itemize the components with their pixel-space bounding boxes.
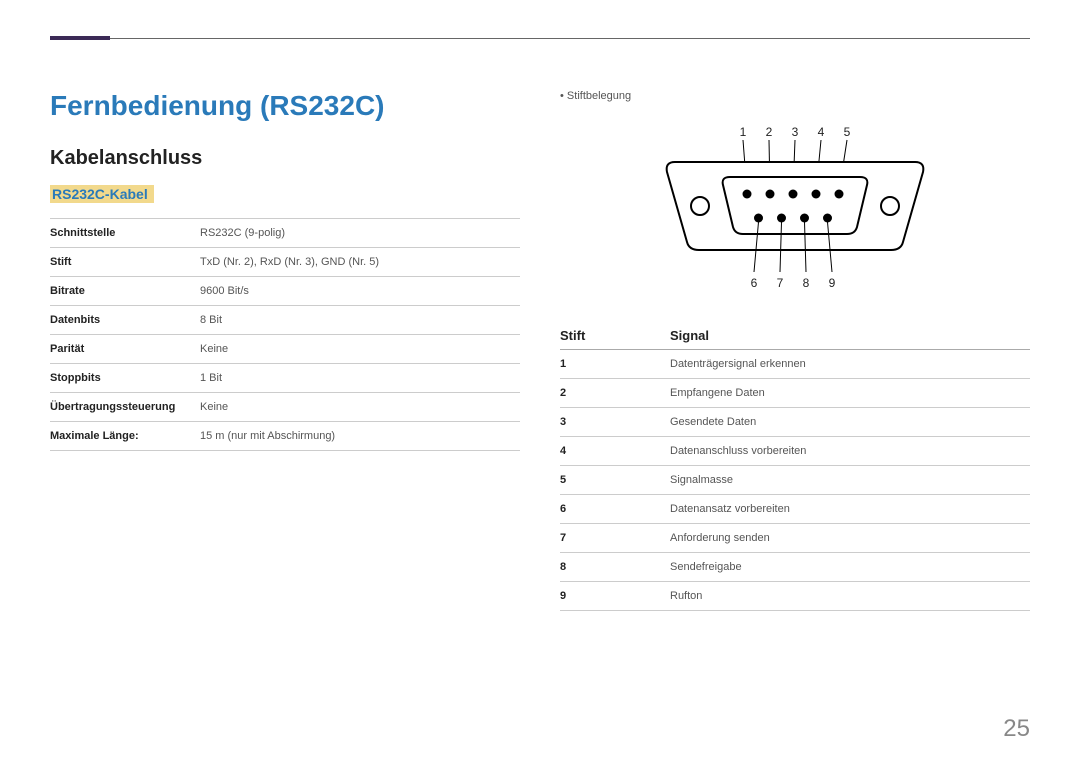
spec-label: Parität: [50, 335, 200, 364]
svg-text:5: 5: [844, 125, 851, 139]
page-title: Fernbedienung (RS232C): [50, 90, 520, 122]
svg-text:6: 6: [751, 276, 758, 290]
header-rule: [50, 38, 1030, 39]
svg-text:2: 2: [766, 125, 773, 139]
pin-number: 6: [560, 495, 670, 524]
left-column: Fernbedienung (RS232C) Kabelanschluss RS…: [50, 90, 520, 611]
table-row: Datenbits8 Bit: [50, 306, 520, 335]
db9-connector-svg: 1 2 3 4 5 6 7 8 9: [645, 122, 945, 292]
spec-label: Übertragungssteuerung: [50, 393, 200, 422]
table-row: ParitätKeine: [50, 335, 520, 364]
svg-text:1: 1: [740, 125, 747, 139]
pin-number: 5: [560, 466, 670, 495]
pin-number: 4: [560, 437, 670, 466]
table-row: ÜbertragungssteuerungKeine: [50, 393, 520, 422]
table-row: 4Datenanschluss vorbereiten: [560, 437, 1030, 466]
table-row: Bitrate9600 Bit/s: [50, 277, 520, 306]
table-row: 3Gesendete Daten: [560, 408, 1030, 437]
svg-text:8: 8: [803, 276, 810, 290]
pin-signal: Datenträgersignal erkennen: [670, 350, 1030, 379]
pin-number: 3: [560, 408, 670, 437]
connector-diagram: 1 2 3 4 5 6 7 8 9: [560, 122, 1030, 297]
spec-value: Keine: [200, 393, 520, 422]
pin-signal: Rufton: [670, 582, 1030, 611]
spec-label: Stift: [50, 248, 200, 277]
pin-signal: Empfangene Daten: [670, 379, 1030, 408]
pin-signal: Datenanschluss vorbereiten: [670, 437, 1030, 466]
spec-value: 9600 Bit/s: [200, 277, 520, 306]
table-row: 9Rufton: [560, 582, 1030, 611]
svg-text:3: 3: [792, 125, 799, 139]
table-row: 1Datenträgersignal erkennen: [560, 350, 1030, 379]
section-heading: Kabelanschluss: [50, 147, 520, 170]
pin-signal: Sendefreigabe: [670, 553, 1030, 582]
spec-label: Bitrate: [50, 277, 200, 306]
pin-table: Stift Signal 1Datenträgersignal erkennen…: [560, 322, 1030, 611]
table-row: 7Anforderung senden: [560, 524, 1030, 553]
pin-header-pin: Stift: [560, 322, 670, 350]
pin-signal: Signalmasse: [670, 466, 1030, 495]
pin-number: 1: [560, 350, 670, 379]
spec-label: Schnittstelle: [50, 219, 200, 248]
svg-text:4: 4: [818, 125, 825, 139]
spec-table: SchnittstelleRS232C (9-polig)StiftTxD (N…: [50, 218, 520, 451]
table-row: Maximale Länge:15 m (nur mit Abschirmung…: [50, 422, 520, 451]
table-row: StiftTxD (Nr. 2), RxD (Nr. 3), GND (Nr. …: [50, 248, 520, 277]
table-row: Stoppbits1 Bit: [50, 364, 520, 393]
table-row: 2Empfangene Daten: [560, 379, 1030, 408]
right-column: Stiftbelegung 12345: [560, 90, 1030, 611]
spec-value: RS232C (9-polig): [200, 219, 520, 248]
spec-value: 1 Bit: [200, 364, 520, 393]
svg-text:9: 9: [829, 276, 836, 290]
pin-signal: Datenansatz vorbereiten: [670, 495, 1030, 524]
pin-number: 9: [560, 582, 670, 611]
pin-signal: Anforderung senden: [670, 524, 1030, 553]
spec-value: TxD (Nr. 2), RxD (Nr. 3), GND (Nr. 5): [200, 248, 520, 277]
table-row: 8Sendefreigabe: [560, 553, 1030, 582]
pin-number: 2: [560, 379, 670, 408]
pin-number: 8: [560, 553, 670, 582]
pinout-bullet: Stiftbelegung: [560, 90, 1030, 102]
table-row: 5Signalmasse: [560, 466, 1030, 495]
table-row: 6Datenansatz vorbereiten: [560, 495, 1030, 524]
spec-label: Datenbits: [50, 306, 200, 335]
spec-label: Stoppbits: [50, 364, 200, 393]
spec-label: Maximale Länge:: [50, 422, 200, 451]
spec-value: Keine: [200, 335, 520, 364]
pin-header-signal: Signal: [670, 322, 1030, 350]
table-row: SchnittstelleRS232C (9-polig): [50, 219, 520, 248]
pin-number: 7: [560, 524, 670, 553]
svg-text:7: 7: [777, 276, 784, 290]
header-accent: [50, 36, 110, 40]
spec-value: 15 m (nur mit Abschirmung): [200, 422, 520, 451]
page-number: 25: [1003, 715, 1030, 743]
pin-signal: Gesendete Daten: [670, 408, 1030, 437]
subsection-heading: RS232C-Kabel: [50, 185, 154, 203]
spec-value: 8 Bit: [200, 306, 520, 335]
